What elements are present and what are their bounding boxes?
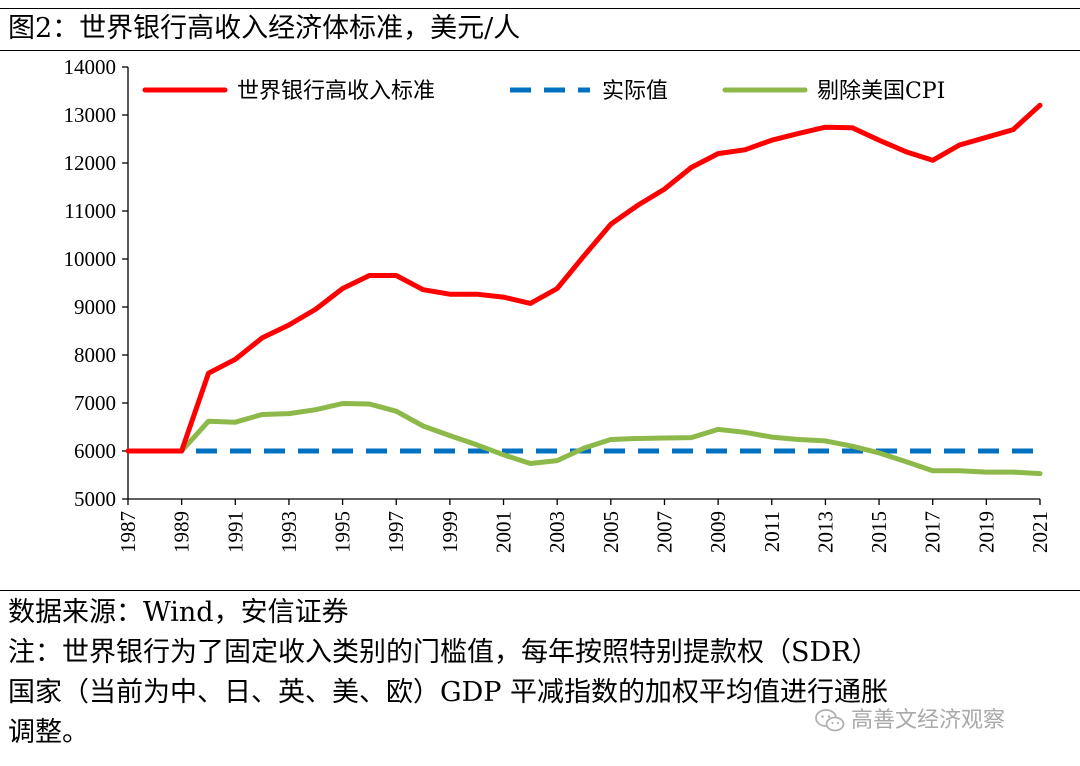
- x-tick-label: 2019: [974, 511, 998, 553]
- note-line-2: 国家（当前为中、日、英、美、欧）GDP 平减指数的加权平均值进行通胀: [8, 677, 888, 708]
- y-tick-label: 9000: [74, 295, 116, 319]
- y-tick-label: 5000: [74, 487, 116, 511]
- line-chart: 5000 6000 7000 8000 9000 10000 11000 12000 13000…: [64, 55, 1053, 553]
- x-tick-label: 1987: [116, 511, 140, 553]
- x-tick-label: 2015: [867, 511, 891, 553]
- watermark-text: 高善文经济观察: [851, 708, 1006, 733]
- chart-axes: 5000 6000 7000 8000 9000 10000 11000 12000 13000…: [64, 55, 1053, 553]
- legend-label-3: 剔除美国CPI: [817, 79, 945, 104]
- wechat-icon: [815, 709, 845, 732]
- x-tick-label: 1989: [170, 511, 194, 553]
- x-tick-label: 2011: [760, 511, 784, 552]
- x-tick-label: 1991: [223, 511, 247, 553]
- x-tick-label: 2021: [1028, 511, 1052, 553]
- y-tick-label: 12000: [64, 151, 117, 175]
- legend-label-1: 世界银行高收入标准: [237, 79, 435, 104]
- x-tick-label: 2017: [921, 511, 945, 553]
- y-tick-label: 10000: [64, 247, 117, 271]
- bottom-rule: [0, 590, 1080, 591]
- chart-legend: 世界银行高收入标准 实际值 剔除美国CPI: [142, 79, 945, 104]
- chart-footer: 数据来源：Wind，安信证券 注：世界银行为了固定收入类别的门槛值，每年按照特别…: [8, 593, 1076, 753]
- y-tick-label: 6000: [74, 439, 116, 463]
- x-tick-label: 2003: [545, 511, 569, 553]
- x-tick-label: 1993: [277, 511, 301, 553]
- x-tick-label: 2005: [599, 511, 623, 553]
- series-line-3: [179, 401, 1043, 477]
- x-tick-label: 1999: [438, 511, 462, 553]
- legend-label-2: 实际值: [602, 79, 668, 104]
- chart-series: [125, 102, 1043, 477]
- series-line-1: [125, 102, 1043, 454]
- note-line-1: 注：世界银行为了固定收入类别的门槛值，每年按照特别提款权（SDR）: [8, 637, 879, 668]
- y-tick-label: 11000: [64, 199, 116, 223]
- y-tick-label: 7000: [74, 391, 116, 415]
- y-tick-label: 14000: [64, 55, 117, 79]
- note-line-3: 调整。: [8, 717, 89, 748]
- y-tick-label: 13000: [64, 103, 117, 127]
- watermark: 高善文经济观察: [815, 702, 1005, 734]
- chart-title: 图2：世界银行高收入经济体标准，美元/人: [8, 13, 521, 44]
- title-rule: [0, 50, 1080, 51]
- x-tick-label: 2001: [492, 511, 516, 553]
- y-tick-label: 8000: [74, 343, 116, 367]
- x-tick-label: 1997: [384, 511, 408, 553]
- x-tick-label: 2013: [813, 511, 837, 553]
- data-source: 数据来源：Wind，安信证券: [8, 597, 349, 628]
- x-tick-label: 2009: [706, 511, 730, 553]
- top-rule: [0, 8, 1080, 9]
- x-tick-label: 2007: [652, 511, 676, 553]
- x-tick-label: 1995: [331, 511, 355, 553]
